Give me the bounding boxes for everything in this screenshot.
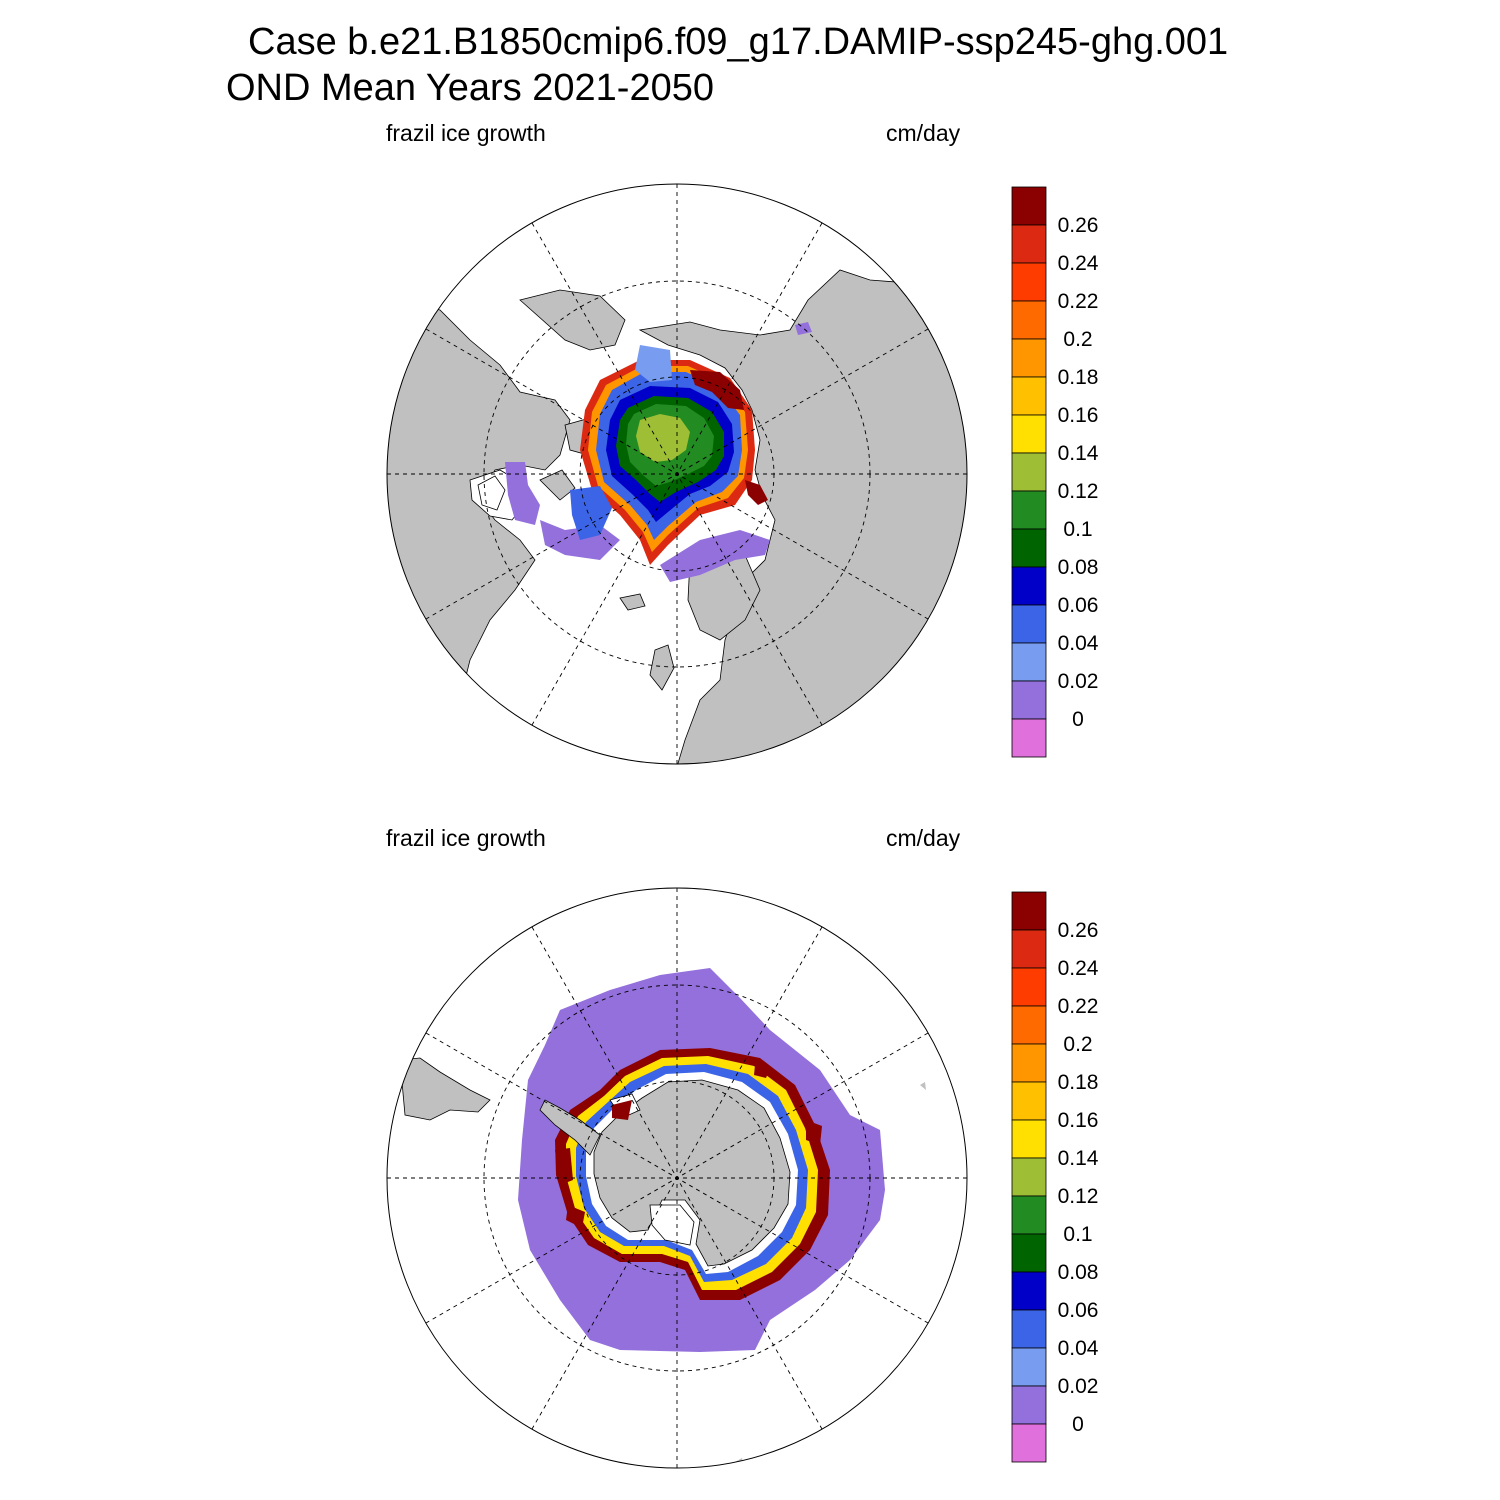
north-colorbar-label: 0.04	[1058, 632, 1099, 655]
south-red-blob-5	[612, 1100, 632, 1120]
north-land-archipelago-2	[539, 469, 576, 501]
south-colorbar-swatch	[1011, 1119, 1047, 1159]
north-colorbar-swatch	[1011, 186, 1047, 226]
south-colorbar: 0.26 0.24 0.22 0.2 0.18 0.16 0.14 0.12 0.1 0.08 0.…	[1011, 891, 1099, 1463]
figure-title-line1: Case b.e21.B1850cmip6.f09_g17.DAMIP-ssp2…	[248, 21, 1229, 63]
north-ice-kara-purple	[660, 530, 770, 582]
south-red-blob-1	[555, 1148, 573, 1185]
north-colorbar-swatch	[1011, 642, 1047, 682]
south-red-blob-4	[754, 1065, 770, 1078]
south-map-border	[386, 887, 968, 1469]
north-colorbar: 0.26 0.24 0.22 0.2 0.18 0.16 0.14 0.12 0.1 0.08 0.…	[1011, 186, 1099, 758]
north-hudson-bay	[477, 475, 506, 511]
south-colorbar-swatch	[1011, 967, 1047, 1007]
figure-title-line2: OND Mean Years 2021-2050	[226, 67, 714, 109]
north-colorbar-label: 0.08	[1058, 556, 1099, 579]
north-ice-chukchi	[635, 345, 672, 382]
north-colorbar-swatch	[1011, 262, 1047, 302]
north-colorbar-label: 0.06	[1058, 594, 1099, 617]
south-map-content	[399, 968, 926, 1466]
north-colorbar-swatch	[1011, 376, 1047, 416]
north-panel-variable-label: frazil ice growth	[386, 120, 546, 146]
north-colorbar-label: 0.26	[1058, 214, 1099, 237]
south-land-peninsula	[539, 1099, 601, 1156]
north-colorbar-label: 0.24	[1058, 252, 1099, 275]
south-land-antarctica	[593, 1079, 791, 1267]
north-colorbar-label: 0.18	[1058, 366, 1099, 389]
south-polar-map	[386, 887, 968, 1469]
south-colorbar-swatch	[1011, 891, 1047, 931]
south-colorbar-swatch	[1011, 1043, 1047, 1083]
north-ice-baffin-blue	[570, 486, 612, 540]
north-colorbar-swatch	[1011, 224, 1047, 264]
south-graticule	[387, 888, 967, 1468]
north-ice-baffin-purple	[505, 462, 540, 525]
north-colorbar-swatch	[1011, 604, 1047, 644]
north-colorbar-swatch	[1011, 490, 1047, 530]
south-colorbar-label: 0.1	[1063, 1223, 1092, 1246]
south-colorbar-swatch	[1011, 1347, 1047, 1387]
north-colorbar-label: 0.14	[1058, 442, 1099, 465]
north-colorbar-label: 0.12	[1058, 480, 1099, 503]
south-panel-variable-label: frazil ice growth	[386, 825, 546, 851]
north-ice-kara-red	[745, 480, 768, 505]
south-land-south-america	[399, 1057, 491, 1121]
north-colorbar-label: 0.1	[1063, 518, 1092, 541]
south-colorbar-label: 0.08	[1058, 1261, 1099, 1284]
south-red-blob-3	[806, 1120, 822, 1145]
south-colorbar-swatch	[1011, 1271, 1047, 1311]
north-graticule	[387, 184, 967, 764]
north-polar-map	[386, 183, 968, 765]
north-colorbar-label: 0.22	[1058, 290, 1099, 313]
north-colorbar-label: 0.02	[1058, 670, 1099, 693]
south-colorbar-swatch	[1011, 929, 1047, 969]
south-colorbar-label: 0.02	[1058, 1375, 1099, 1398]
south-red-blob-2	[566, 1205, 585, 1228]
south-colorbar-label: 0.18	[1058, 1071, 1099, 1094]
north-panel-units-label: cm/day	[886, 120, 961, 146]
north-map-border	[386, 183, 968, 765]
south-colorbar-swatch	[1011, 1195, 1047, 1235]
north-colorbar-swatch	[1011, 414, 1047, 454]
north-colorbar-swatch	[1011, 680, 1047, 720]
north-land-eurasia	[638, 269, 967, 764]
south-colorbar-swatch	[1011, 1385, 1047, 1425]
south-colorbar-label: 0.26	[1058, 919, 1099, 942]
south-colorbar-label: 0.24	[1058, 957, 1099, 980]
south-colorbar-label: 0.14	[1058, 1147, 1099, 1170]
south-colorbar-swatch	[1011, 1157, 1047, 1197]
north-colorbar-label: 0.16	[1058, 404, 1099, 427]
south-colorbar-label: 0	[1072, 1413, 1084, 1436]
south-colorbar-label: 0.12	[1058, 1185, 1099, 1208]
north-ice-siberia-red	[690, 370, 744, 410]
south-ross-shelf	[649, 1204, 695, 1246]
south-colorbar-swatch	[1011, 1005, 1047, 1045]
south-colorbar-label: 0.16	[1058, 1109, 1099, 1132]
north-colorbar-swatch	[1011, 718, 1047, 758]
south-land-island-1	[920, 1082, 926, 1090]
south-colorbar-swatch	[1011, 1309, 1047, 1349]
north-colorbar-label: 0.2	[1063, 328, 1092, 351]
north-colorbar-label: 0	[1072, 708, 1084, 731]
north-colorbar-swatch	[1011, 528, 1047, 568]
north-colorbar-swatch	[1011, 452, 1047, 492]
south-colorbar-label: 0.2	[1063, 1033, 1092, 1056]
north-land-iceland	[619, 593, 646, 611]
south-colorbar-label: 0.22	[1058, 995, 1099, 1018]
south-panel-units-label: cm/day	[886, 825, 961, 851]
south-colorbar-label: 0.06	[1058, 1299, 1099, 1322]
north-ice-okhotsk-purple	[795, 322, 812, 335]
south-colorbar-swatch	[1011, 1081, 1047, 1121]
south-colorbar-swatch	[1011, 1423, 1047, 1463]
north-colorbar-swatch	[1011, 338, 1047, 378]
north-land-alaska	[519, 289, 626, 351]
south-colorbar-label: 0.04	[1058, 1337, 1099, 1360]
north-colorbar-swatch	[1011, 566, 1047, 606]
north-colorbar-swatch	[1011, 300, 1047, 340]
north-land-britain	[649, 644, 675, 691]
south-colorbar-swatch	[1011, 1233, 1047, 1273]
